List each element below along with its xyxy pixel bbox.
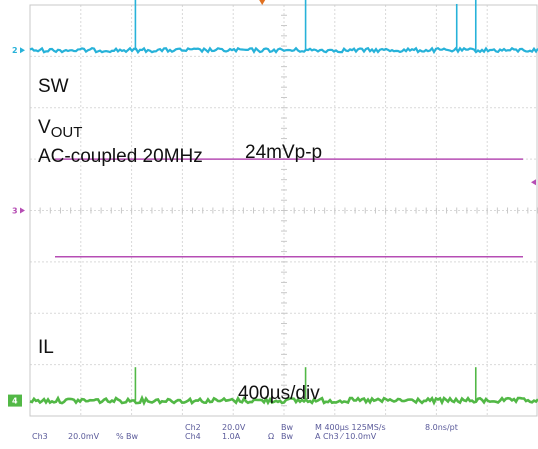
graticule-border	[29, 4, 538, 417]
ch3-bw: Bw	[126, 432, 138, 441]
channel-marker-label: 4	[12, 397, 18, 406]
ripple-annotation: 24mVp-p	[245, 142, 322, 163]
vout-label-subscript: OUT	[51, 124, 83, 141]
ch2-name: Ch2	[185, 423, 201, 432]
trigger-level-marker	[531, 179, 536, 186]
channel-marker-4: 4	[8, 394, 22, 407]
ch4-name: Ch4	[185, 432, 201, 441]
channel-marker-box	[8, 394, 22, 407]
sw-trace	[29, 46, 538, 55]
ch3-scale: 20.0mV	[68, 432, 100, 441]
channel-marker-3: 3	[12, 207, 25, 216]
ch2-scale: 20.0V	[222, 423, 246, 432]
vout-label: VOUT	[38, 117, 82, 141]
trigger-position-marker	[259, 0, 266, 5]
timebase-label: 400µs/div	[238, 383, 320, 404]
vout-coupling-label: AC-coupled 20MHz	[38, 146, 203, 167]
ch4-bw: Bw	[281, 432, 293, 441]
ch4-omega: Ω	[268, 432, 274, 441]
status-bar: Ch3 20.0mV % Bw Ch2 20.0V Bw Ch4 1.0A Ω …	[32, 423, 458, 441]
sw-label: SW	[38, 76, 69, 97]
channel-marker-2: 2	[12, 46, 25, 55]
trigger-readout: A Ch3 ⁄ 10.0mV	[315, 432, 377, 441]
traces: 2 3 4	[8, 0, 538, 407]
ch2-bw: Bw	[281, 423, 293, 432]
vout-label-main: V	[38, 117, 51, 138]
ch3-name: Ch3	[32, 432, 48, 441]
ch4-scale: 1.0A	[222, 432, 241, 441]
il-trace	[29, 394, 538, 407]
il-label: IL	[38, 337, 54, 358]
graticule	[29, 0, 538, 417]
channel-marker-label: 3	[12, 207, 18, 216]
channel-marker-arrow	[20, 207, 25, 214]
ch3-coupling-icon: %	[116, 432, 124, 441]
channel-marker-arrow	[20, 47, 25, 54]
channel-marker-label: 2	[12, 46, 18, 55]
timebase-readout: M 400µs 125MS/s	[315, 423, 386, 432]
record-readout: 8.0ns/pt	[425, 423, 458, 432]
